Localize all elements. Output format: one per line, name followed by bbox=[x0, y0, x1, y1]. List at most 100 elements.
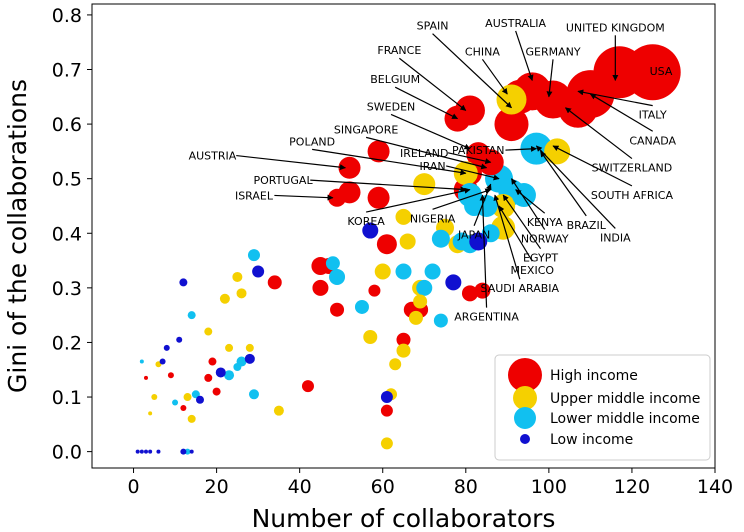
y-axis-title: Gini of the collaborations bbox=[3, 79, 32, 393]
upper-income-point bbox=[273, 405, 284, 416]
high-income-point bbox=[143, 375, 148, 380]
upper-income-point bbox=[544, 138, 571, 165]
y-tick-label: 0.5 bbox=[52, 169, 82, 191]
lower-income-point bbox=[424, 263, 441, 280]
annotation-arrow bbox=[394, 86, 459, 120]
annotations: USA UNITED KINGDOM AUSTRALIA SPAIN GERMANY CH… bbox=[189, 17, 677, 324]
upper-income-point bbox=[496, 84, 527, 115]
lower-income-point bbox=[354, 299, 369, 314]
country-label: SWITZERLAND bbox=[592, 162, 673, 175]
lower-income-point bbox=[395, 263, 412, 280]
lower-income-point bbox=[247, 249, 260, 262]
high-income-point bbox=[204, 373, 213, 382]
upper-income-point bbox=[380, 437, 393, 450]
high-income-point bbox=[367, 140, 390, 163]
upper-income-point bbox=[204, 327, 213, 336]
lower-income-point bbox=[431, 229, 450, 248]
x-tick-label: 140 bbox=[697, 476, 733, 498]
country-label: CHINA bbox=[465, 45, 500, 58]
legend-label: Upper middle income bbox=[550, 391, 700, 407]
annotation-arrow bbox=[432, 188, 492, 210]
upper-income-point bbox=[148, 411, 153, 416]
country-label: MEXICO bbox=[510, 264, 554, 277]
legend-label: Low income bbox=[550, 432, 633, 448]
country-label: AUSTRIA bbox=[189, 150, 237, 163]
high-income-point bbox=[396, 332, 411, 347]
x-tick-label: 120 bbox=[614, 476, 650, 498]
low-income-point bbox=[180, 448, 187, 455]
upper-income-point bbox=[408, 310, 423, 325]
low-income-point bbox=[148, 449, 153, 454]
high-income-point bbox=[167, 372, 174, 379]
legend-label: Lower middle income bbox=[550, 411, 700, 427]
x-tick-label: 60 bbox=[371, 476, 395, 498]
high-income-point bbox=[330, 302, 345, 317]
low-income-point bbox=[445, 274, 462, 291]
annotation-arrow bbox=[398, 57, 467, 111]
lower-income-point bbox=[187, 311, 196, 320]
country-label: FRANCE bbox=[377, 44, 421, 57]
annotation-arrow bbox=[510, 178, 546, 230]
high-income-point bbox=[367, 186, 390, 209]
upper-income-point bbox=[187, 414, 196, 423]
country-label: AUSTRALIA bbox=[485, 17, 546, 30]
high-income-point bbox=[494, 107, 529, 142]
low-income-point bbox=[244, 353, 255, 364]
high-income-point bbox=[312, 279, 329, 296]
annotation-arrow bbox=[515, 30, 534, 81]
annotation-arrow bbox=[498, 205, 533, 262]
x-tick-label: 40 bbox=[288, 476, 312, 498]
y-tick-label: 0.1 bbox=[52, 387, 82, 409]
low-income-point bbox=[156, 449, 161, 454]
low-income-point bbox=[159, 358, 166, 365]
upper-income-point bbox=[219, 293, 230, 304]
legend-box bbox=[494, 354, 711, 461]
annotation-arrow bbox=[365, 187, 471, 213]
country-label: KENYA bbox=[527, 216, 563, 229]
upper-income-point bbox=[395, 208, 412, 225]
upper-income-point bbox=[232, 271, 243, 282]
annotation-arrow bbox=[535, 145, 616, 229]
low-income-point bbox=[469, 232, 488, 251]
country-label: ITALY bbox=[639, 109, 667, 122]
lower-income-legend-marker bbox=[514, 407, 536, 429]
country-label: PAKISTAN bbox=[452, 144, 505, 157]
country-label: ISRAEL bbox=[235, 189, 274, 202]
x-axis-ticks: 0 20 40 60 80 100 120 140 bbox=[127, 468, 733, 498]
annotation-arrow bbox=[274, 194, 334, 201]
lower-income-point bbox=[433, 313, 448, 328]
lower-income-point bbox=[325, 256, 340, 271]
annotation-arrow bbox=[479, 194, 488, 308]
lower-income-point bbox=[248, 389, 259, 400]
legend-label: High income bbox=[550, 368, 638, 384]
low-income-point bbox=[163, 344, 170, 351]
high-income-point bbox=[380, 404, 393, 417]
y-tick-label: 0.8 bbox=[52, 5, 82, 27]
upper-income-point bbox=[413, 173, 436, 196]
country-label: NIGERIA bbox=[410, 212, 456, 225]
high-income-point bbox=[212, 387, 221, 396]
x-tick-label: 0 bbox=[127, 476, 139, 498]
low-income-legend-marker bbox=[520, 434, 530, 444]
low-income-point bbox=[135, 449, 140, 454]
annotation-arrow bbox=[481, 58, 508, 95]
country-label: SPAIN bbox=[417, 20, 449, 33]
upper-income-point bbox=[183, 393, 192, 402]
lower-income-point bbox=[416, 279, 433, 296]
y-axis-ticks: 0.0 0.1 0.2 0.3 0.4 0.5 0.6 0.7 0.8 bbox=[52, 5, 92, 464]
low-income-point bbox=[176, 336, 183, 343]
country-label: POLAND bbox=[289, 135, 335, 148]
high-income-point bbox=[376, 234, 397, 255]
y-tick-label: 0.2 bbox=[52, 332, 82, 354]
low-income-point bbox=[179, 278, 188, 287]
legend: High income Upper middle income Lower midd… bbox=[494, 354, 711, 461]
low-income-point bbox=[143, 449, 148, 454]
annotation-arrow bbox=[577, 89, 653, 107]
upper-income-point bbox=[374, 263, 391, 280]
annotation-arrow bbox=[446, 165, 500, 181]
country-label: SWEDEN bbox=[367, 100, 415, 113]
x-tick-label: 20 bbox=[205, 476, 229, 498]
low-income-point bbox=[380, 391, 393, 404]
annotation-arrow bbox=[365, 136, 488, 170]
